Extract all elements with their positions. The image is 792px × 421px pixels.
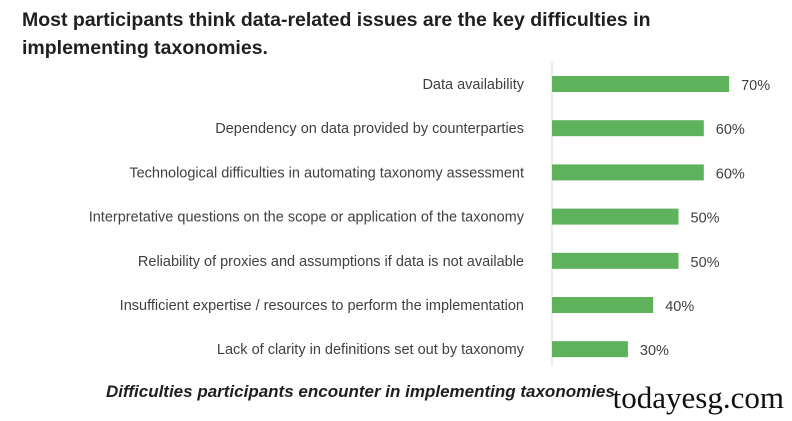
data-label: 50% (691, 255, 720, 271)
bar (552, 208, 679, 225)
category-label: Interpretative questions on the scope or… (89, 210, 525, 226)
category-label: Lack of clarity in definitions set out b… (217, 342, 525, 358)
data-label: 30% (640, 343, 669, 359)
bar (552, 76, 730, 92)
bar (552, 297, 654, 313)
bar (552, 341, 628, 358)
category-label: Data availability (422, 77, 524, 93)
category-label: Dependency on data provided by counterpa… (215, 121, 524, 137)
category-label: Insufficient expertise / resources to pe… (120, 298, 524, 314)
data-label: 60% (716, 166, 745, 182)
watermark-text: todayesg.com (612, 380, 784, 415)
data-label: 60% (716, 122, 745, 138)
bar (552, 252, 679, 269)
data-label: 70% (741, 78, 770, 94)
bar (552, 120, 704, 137)
page-title: Most participants think data-related iss… (22, 9, 651, 59)
bars-group: Data availability 70% Dependency on data p… (89, 76, 770, 359)
category-label: Technological difficulties in automating… (129, 165, 524, 181)
chart-caption: Difficulties participants encounter in i… (106, 382, 615, 401)
data-label: 40% (665, 299, 694, 315)
bar (552, 164, 704, 181)
data-label: 50% (691, 211, 720, 227)
category-label: Reliability of proxies and assumptions i… (138, 254, 524, 270)
